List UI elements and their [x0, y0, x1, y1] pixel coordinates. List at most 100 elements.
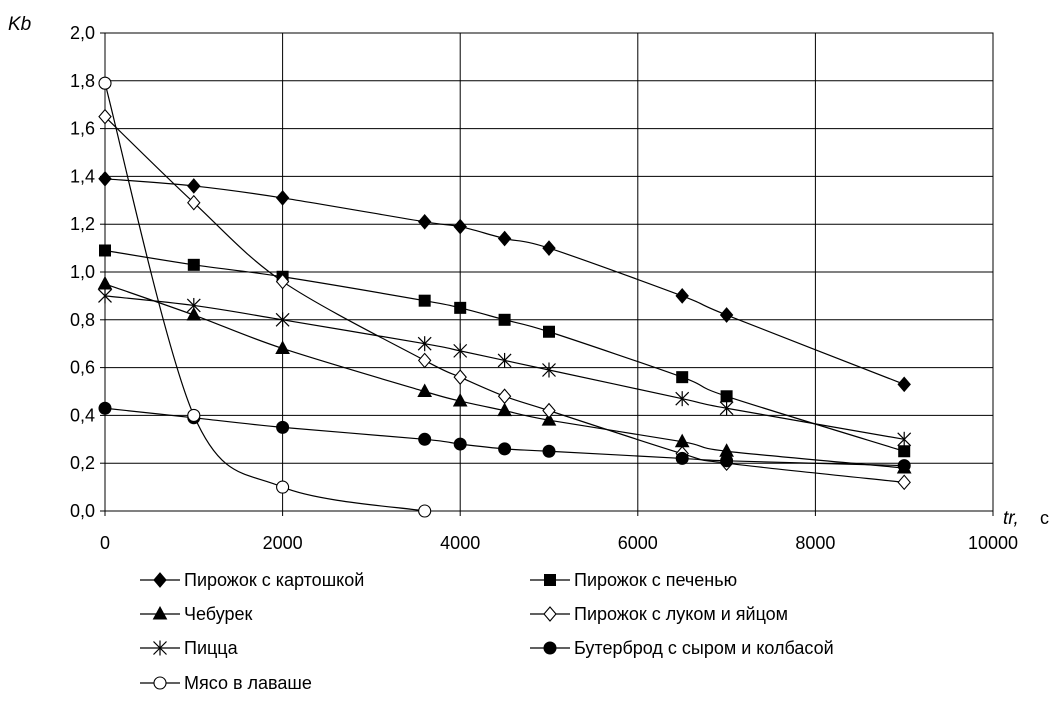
x-tick-label: 6000: [618, 533, 658, 553]
data-point: [276, 480, 290, 494]
data-point: [675, 391, 690, 407]
data-point: [675, 288, 689, 304]
y-tick-label: 1,0: [70, 262, 95, 282]
y-tick-label: 1,8: [70, 71, 95, 91]
data-point: [98, 76, 112, 90]
data-point: [187, 178, 201, 194]
legend-label: Пицца: [184, 638, 239, 658]
x-tick-label: 4000: [440, 533, 480, 553]
y-tick-label: 1,2: [70, 214, 95, 234]
data-point: [98, 401, 112, 415]
y-tick-label: 1,4: [70, 166, 95, 186]
data-point: [417, 336, 432, 352]
data-point: [275, 312, 290, 328]
y-tick-label: 0,4: [70, 405, 95, 425]
data-point: [676, 371, 689, 384]
data-point: [898, 445, 911, 458]
data-point: [497, 388, 512, 405]
data-point: [187, 408, 201, 422]
legend-marker: [543, 641, 557, 655]
data-point: [719, 400, 734, 416]
data-point: [275, 190, 290, 206]
data-point: [452, 393, 468, 407]
x-tick-label: 0: [100, 533, 110, 553]
series-4: [98, 288, 912, 447]
data-point: [99, 244, 111, 257]
legend-marker: [152, 605, 168, 620]
data-point: [417, 383, 433, 397]
data-point: [98, 288, 112, 304]
series-6: [98, 76, 432, 518]
x-axis-label: tr,: [1003, 508, 1019, 529]
data-point: [187, 258, 200, 271]
series-3: [98, 108, 911, 491]
data-point: [897, 459, 911, 473]
y-tick-label: 2,0: [70, 23, 95, 43]
series-layer: [97, 76, 912, 518]
series-0: [98, 170, 911, 393]
legend-marker: [153, 676, 167, 690]
data-point: [275, 340, 290, 354]
data-point: [418, 294, 431, 307]
y-axis-ticks: 0,0 0,2 0,4 0,6 0,8 1,0 1,2 1,4 1,6 1,8 2,0: [70, 23, 105, 521]
legend-item: Пирожок с луком и яйцом: [530, 604, 788, 624]
series-line: [104, 83, 425, 512]
data-point: [897, 376, 911, 393]
series-line: [104, 116, 905, 483]
legend-marker: [153, 640, 167, 656]
data-point: [453, 218, 467, 235]
legend-item: Пицца: [140, 638, 239, 658]
data-point: [498, 442, 512, 456]
data-point: [543, 325, 555, 338]
x-tick-label: 8000: [795, 533, 835, 553]
legend-item: Бутерброд с сыром и колбасой: [530, 638, 834, 658]
series-line: [104, 178, 905, 385]
legend-item: Пирожок с печенью: [530, 570, 737, 590]
x-tick-label: 10000: [968, 533, 1018, 553]
legend-marker: [153, 572, 167, 588]
data-point: [541, 412, 557, 426]
data-point: [275, 273, 290, 290]
data-point: [542, 240, 556, 256]
legend-item: Пирожок с картошкой: [140, 570, 364, 590]
data-point: [453, 343, 468, 359]
x-axis-ticks: 0 2000 4000 6000 8000 10000: [100, 511, 1018, 553]
data-point: [897, 431, 912, 447]
data-point: [453, 369, 467, 386]
data-point: [418, 504, 432, 518]
data-point: [497, 352, 512, 368]
legend-marker: [543, 606, 557, 622]
series-line: [104, 407, 905, 467]
legend-marker: [544, 574, 556, 586]
x-axis-unit: с: [1040, 508, 1049, 528]
data-point: [497, 230, 512, 247]
data-point: [186, 306, 202, 321]
legend-label: Чебурек: [184, 604, 253, 624]
series-5: [98, 401, 911, 473]
grid: [104, 32, 994, 512]
legend-item: Чебурек: [140, 604, 253, 624]
data-point: [418, 432, 432, 446]
series-line: [104, 283, 905, 469]
legend: Пирожок с картошкой Пирожок с печенью Чебу…: [140, 570, 834, 693]
data-point: [497, 402, 512, 417]
data-point: [454, 301, 467, 314]
data-point: [98, 170, 112, 187]
data-point: [542, 402, 556, 419]
data-point: [542, 444, 556, 458]
series-line: [104, 249, 905, 452]
series-line: [104, 295, 905, 440]
y-tick-label: 0,0: [70, 501, 95, 521]
data-point: [498, 313, 511, 326]
data-point: [542, 362, 556, 378]
data-point: [897, 474, 911, 491]
data-point: [187, 194, 201, 211]
data-point: [276, 420, 290, 434]
data-point: [720, 390, 733, 403]
data-point: [97, 275, 113, 290]
y-tick-label: 0,2: [70, 453, 95, 473]
series-1: [99, 244, 911, 458]
legend-label: Мясо в лаваше: [184, 673, 312, 693]
y-tick-label: 0,6: [70, 358, 95, 378]
